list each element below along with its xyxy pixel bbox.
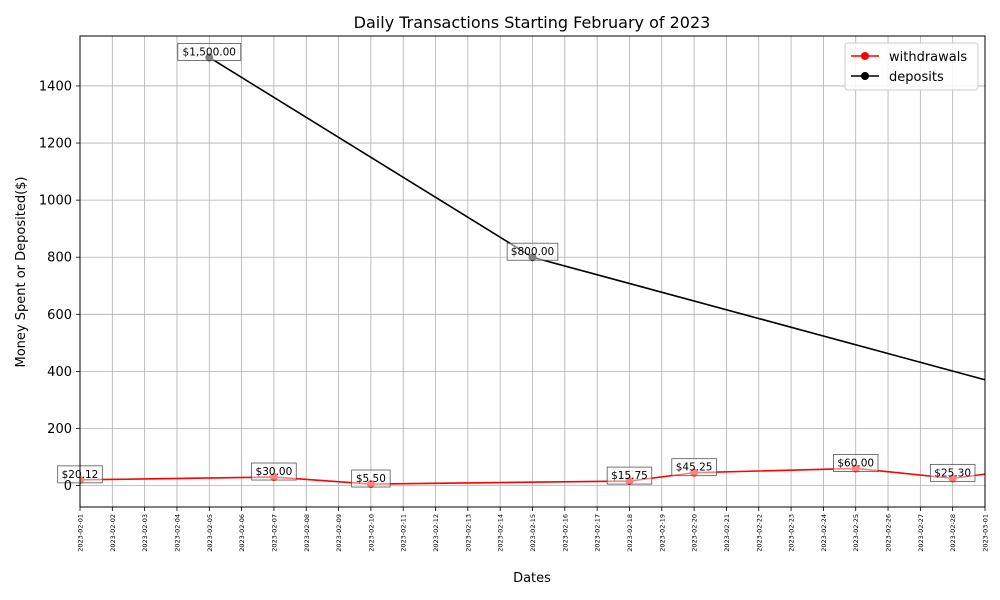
x-tick-label: 2023-02-05 [206,514,214,552]
x-tick-label: 2023-02-23 [788,514,796,552]
data-label-text: $30.00 [256,466,293,478]
data-label: $800.00 [506,242,559,261]
legend-label: withdrawals [889,50,967,65]
y-axis-label: Money Spent or Deposited($) [14,177,29,368]
data-label: $5.50 [351,469,391,488]
data-label-text: $15.75 [611,470,648,482]
x-tick-label: 2023-02-14 [497,514,505,552]
data-label: $45.25 [671,458,717,477]
x-tick-label: 2023-02-27 [917,514,925,552]
legend-label: deposits [889,70,944,85]
x-tick-label: 2023-02-26 [885,514,893,552]
grid [79,36,986,507]
y-tick-label: 400 [47,365,72,380]
series-line-deposits [208,56,985,381]
data-label-text: $1,500.00 [183,46,236,58]
y-tick-label: 1000 [39,194,72,209]
x-tick-label: 2023-02-10 [367,514,375,552]
series-group [80,53,985,489]
x-tick-label: 2023-02-02 [109,514,117,552]
x-axis-label: Dates [513,571,551,586]
data-label: $1,500.00 [177,43,242,61]
y-tick-label: 1400 [39,79,72,94]
data-label-text: $60.00 [837,457,874,469]
x-tick-label: 2023-02-19 [658,514,666,552]
data-label-text: $5.50 [356,473,386,485]
y-tick-label: 600 [47,308,72,323]
data-label: $15.75 [606,466,653,485]
legend-item-withdrawals: withdrawals [851,50,967,65]
legend: withdrawals deposits [844,42,979,91]
x-tick-label: 2023-02-11 [400,514,408,552]
x-tick-label: 2023-02-03 [141,514,149,552]
x-tick-label: 2023-02-21 [723,514,731,552]
x-tick-label: 2023-02-06 [238,514,246,552]
x-tick-label: 2023-02-04 [173,514,181,552]
x-tick-label: 2023-02-15 [529,514,537,552]
y-axis: 0 200 400 600 800 1000 1200 1400 [39,79,80,494]
x-tick-label: 2023-02-22 [755,514,763,552]
x-tick-label: 2023-02-28 [949,514,957,552]
data-label-text: $800.00 [511,246,554,258]
x-tick-label: 2023-02-18 [626,514,634,552]
x-axis: 2023-02-01 2023-02-02 2023-02-03 2023-02-04… [77,507,990,552]
data-label: $30.00 [251,462,297,481]
x-tick-label: 2023-02-25 [852,514,860,552]
chart-title: Daily Transactions Starting February of … [354,13,711,32]
x-tick-label: 2023-02-12 [432,514,440,552]
y-tick-label: 1200 [39,137,72,152]
x-tick-label: 2023-02-16 [561,514,569,552]
data-label: $60.00 [833,454,879,472]
x-tick-label: 2023-02-07 [270,514,278,552]
y-tick-label: 200 [47,422,72,437]
x-tick-label: 2023-02-24 [820,514,828,552]
legend-item-deposits: deposits [851,70,944,85]
data-label-text: $25.30 [934,467,971,479]
x-tick-label: 2023-02-20 [691,514,699,552]
y-tick-label: 800 [47,251,72,266]
x-tick-label: 2023-02-13 [464,514,472,552]
data-label-text: $45.25 [676,462,713,474]
x-tick-label: 2023-02-17 [594,514,602,552]
x-tick-label: 2023-02-01 [77,514,85,552]
x-tick-label: 2023-02-09 [335,514,343,552]
legend-box [844,42,979,91]
data-label: $25.30 [929,463,976,482]
x-tick-label: 2023-03-01 [982,514,990,552]
y-tick-label: 0 [64,479,72,494]
data-labels: $20.12 $30.00$5.50 $15.75$45.25 $60.00$25.3… [57,43,976,488]
x-tick-label: 2023-02-08 [303,514,311,552]
